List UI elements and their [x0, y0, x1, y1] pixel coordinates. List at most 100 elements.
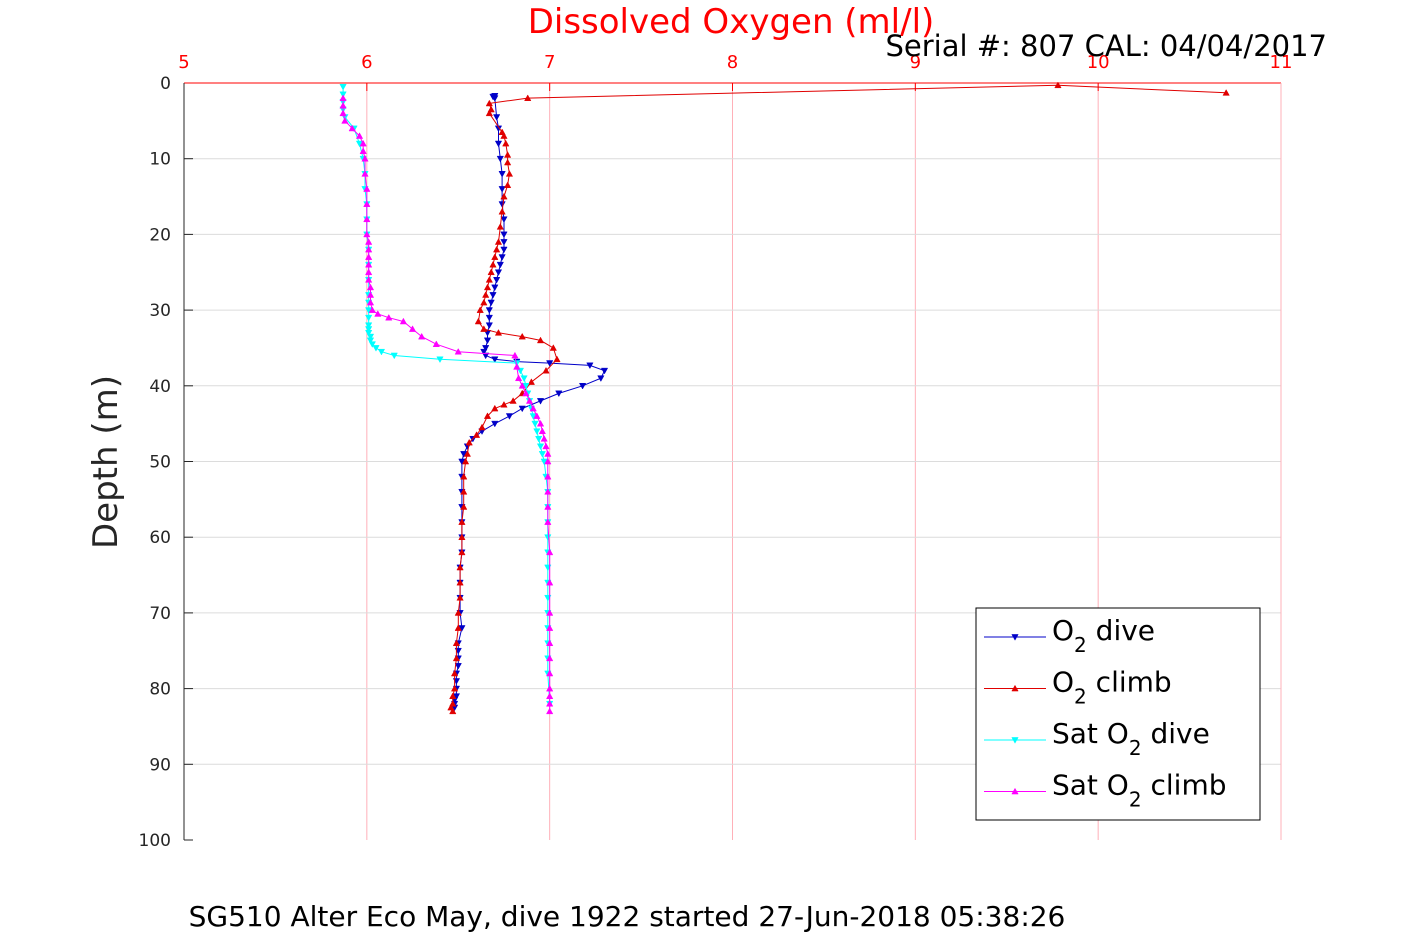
legend-label-subscript: 2: [1129, 788, 1142, 812]
data-point: [339, 94, 347, 101]
data-point: [463, 450, 472, 457]
data-point: [487, 105, 495, 113]
legend-item-sat-o2-climb: Sat O2 climb: [984, 769, 1227, 812]
legend-label: Sat O2 climb: [1052, 769, 1227, 812]
chart-title: Dissolved Oxygen (ml/l): [528, 2, 935, 42]
legend-item-sat-o2-dive: Sat O2 dive: [984, 717, 1210, 760]
data-point: [546, 669, 554, 677]
data-point: [503, 181, 512, 189]
data-point: [482, 291, 490, 298]
data-point: [496, 261, 504, 269]
data-point: [500, 239, 508, 246]
data-point: [359, 147, 367, 154]
legend-box: [975, 607, 1261, 821]
data-point: [365, 314, 373, 322]
data-point: [461, 457, 470, 465]
figure-caption: SG510 Alter Eco May, dive 1922 started 2…: [189, 900, 1066, 933]
data-point: [546, 654, 554, 662]
data-point: [498, 186, 506, 193]
legend-swatch-marker: [1011, 634, 1019, 641]
data-point: [1222, 89, 1230, 96]
data-point: [368, 341, 376, 348]
data-point: [450, 684, 459, 692]
data-point: [361, 170, 369, 177]
data-point: [487, 299, 495, 307]
data-point: [546, 700, 554, 707]
data-point: [586, 362, 594, 370]
data-point: [533, 412, 541, 419]
data-point: [505, 413, 514, 420]
data-point: [536, 398, 545, 405]
data-point: [348, 124, 356, 132]
data-point: [518, 382, 526, 389]
data-point: [489, 292, 497, 299]
y-tick-label: 10: [149, 150, 171, 170]
legend-label-subscript: 2: [1074, 633, 1087, 657]
data-point: [553, 355, 561, 363]
data-point: [525, 397, 534, 404]
data-point: [363, 215, 371, 223]
data-point: [498, 128, 506, 136]
data-point: [450, 669, 459, 677]
data-point: [478, 423, 486, 431]
data-point: [498, 201, 506, 208]
data-point: [514, 374, 523, 382]
data-point: [491, 404, 499, 412]
data-point: [520, 375, 528, 382]
x-tick-labels: 5 6 7 8 9 10 11: [178, 52, 1292, 73]
data-point: [494, 140, 503, 148]
data-point: [365, 322, 373, 329]
y-axis-label: Depth (m): [86, 375, 126, 549]
data-point: [339, 109, 347, 117]
data-point: [432, 340, 440, 347]
legend-label-main: Sat O: [1052, 769, 1129, 802]
data-point: [500, 246, 508, 254]
legend-item-o2-climb: O2 climb: [984, 666, 1172, 709]
chart-subtitle: Serial #: 807 CAL: 04/04/2017: [885, 29, 1327, 63]
data-point: [546, 578, 554, 586]
data-point: [500, 192, 508, 200]
data-point: [436, 356, 444, 364]
data-point: [536, 336, 545, 344]
y-tick-label: 30: [149, 301, 171, 321]
data-point: [535, 435, 543, 443]
data-point: [483, 412, 492, 419]
data-point: [542, 442, 550, 450]
data-point: [408, 325, 417, 332]
data-point: [542, 366, 550, 374]
data-point: [546, 624, 554, 631]
data-point: [494, 238, 503, 245]
data-point: [491, 253, 499, 260]
data-point: [491, 95, 499, 102]
data-point: [544, 457, 552, 465]
data-point: [480, 348, 488, 356]
data-point: [509, 397, 517, 404]
data-point: [465, 438, 473, 446]
data-point: [1054, 81, 1062, 89]
legend-label-suffix: dive: [1087, 614, 1155, 647]
data-point: [518, 405, 526, 413]
data-point: [496, 155, 504, 163]
data-point: [597, 375, 605, 382]
legend-item-o2-dive: O2 dive: [984, 614, 1155, 657]
data-point: [452, 654, 461, 662]
legend-label-subscript: 2: [1129, 736, 1142, 760]
data-point: [482, 352, 490, 360]
data-point: [487, 268, 495, 276]
data-point: [493, 245, 501, 253]
data-point: [546, 639, 554, 646]
data-point: [472, 431, 481, 438]
data-point: [377, 348, 386, 356]
data-point: [493, 277, 501, 284]
x-tick-label: 8: [727, 52, 738, 73]
data-point: [498, 171, 506, 178]
y-tick-label: 0: [160, 74, 171, 94]
data-point: [544, 450, 552, 457]
data-point: [544, 518, 552, 525]
data-point: [518, 332, 526, 340]
data-point: [489, 260, 497, 268]
legend-label-suffix: climb: [1087, 666, 1172, 699]
data-point: [366, 333, 375, 341]
data-point: [503, 158, 512, 166]
data-point: [365, 260, 373, 268]
